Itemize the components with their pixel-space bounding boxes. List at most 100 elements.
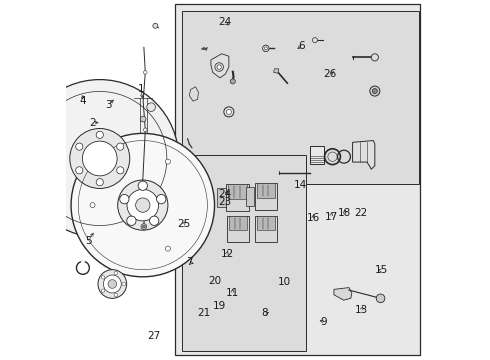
- Text: 15: 15: [375, 265, 388, 275]
- Circle shape: [263, 45, 269, 51]
- Circle shape: [117, 143, 124, 150]
- Text: 25: 25: [177, 219, 191, 229]
- Circle shape: [75, 167, 83, 174]
- Text: 27: 27: [147, 331, 160, 341]
- Circle shape: [96, 131, 103, 138]
- Circle shape: [21, 80, 179, 237]
- Polygon shape: [246, 187, 254, 206]
- Circle shape: [120, 194, 129, 204]
- Circle shape: [230, 79, 235, 84]
- Polygon shape: [218, 188, 225, 207]
- Circle shape: [114, 271, 118, 275]
- Polygon shape: [201, 47, 207, 50]
- Circle shape: [117, 167, 124, 174]
- Text: 9: 9: [320, 317, 327, 327]
- Polygon shape: [255, 183, 277, 210]
- Polygon shape: [274, 69, 279, 73]
- Circle shape: [108, 280, 117, 288]
- Circle shape: [98, 270, 126, 298]
- Polygon shape: [228, 184, 247, 199]
- Text: 7: 7: [186, 257, 193, 267]
- Text: 17: 17: [324, 212, 338, 221]
- Circle shape: [90, 203, 95, 208]
- Circle shape: [136, 198, 150, 212]
- Circle shape: [156, 194, 166, 204]
- Polygon shape: [257, 183, 275, 198]
- Bar: [310, 146, 324, 164]
- Text: 24: 24: [219, 17, 232, 27]
- Circle shape: [144, 128, 147, 132]
- Circle shape: [147, 103, 155, 112]
- Circle shape: [217, 65, 221, 69]
- Circle shape: [376, 294, 385, 303]
- Text: 24: 24: [219, 189, 232, 199]
- Circle shape: [166, 159, 171, 164]
- Circle shape: [101, 289, 105, 293]
- Polygon shape: [353, 140, 375, 169]
- Circle shape: [143, 225, 146, 228]
- Circle shape: [144, 71, 147, 74]
- Circle shape: [44, 103, 53, 112]
- Wedge shape: [82, 261, 84, 268]
- Bar: [182, 155, 306, 351]
- Circle shape: [70, 129, 130, 189]
- Polygon shape: [211, 54, 229, 78]
- Polygon shape: [255, 216, 276, 242]
- Text: 26: 26: [324, 69, 337, 79]
- Text: 6: 6: [298, 41, 305, 50]
- Circle shape: [141, 185, 144, 189]
- Text: 5: 5: [85, 236, 92, 246]
- Circle shape: [372, 89, 377, 94]
- Polygon shape: [226, 184, 248, 211]
- Circle shape: [265, 47, 267, 50]
- Text: 4: 4: [79, 96, 86, 106]
- Circle shape: [71, 134, 215, 277]
- Text: 10: 10: [278, 277, 291, 287]
- Circle shape: [140, 116, 146, 122]
- Circle shape: [153, 23, 158, 28]
- Text: 18: 18: [338, 208, 351, 218]
- Text: 12: 12: [220, 248, 234, 258]
- Bar: [182, 11, 419, 184]
- Circle shape: [371, 54, 378, 61]
- Circle shape: [141, 224, 147, 229]
- Circle shape: [75, 143, 83, 150]
- Circle shape: [215, 63, 223, 71]
- Polygon shape: [229, 216, 247, 230]
- Circle shape: [103, 275, 122, 293]
- Circle shape: [226, 109, 231, 114]
- Circle shape: [101, 275, 105, 279]
- Text: 1: 1: [138, 84, 145, 94]
- Circle shape: [149, 216, 159, 225]
- Circle shape: [138, 181, 147, 190]
- Circle shape: [166, 246, 171, 251]
- Text: 3: 3: [105, 100, 112, 110]
- Circle shape: [370, 86, 380, 96]
- Polygon shape: [257, 216, 275, 230]
- Circle shape: [122, 282, 125, 286]
- Polygon shape: [334, 288, 352, 300]
- Circle shape: [147, 206, 155, 214]
- Text: 13: 13: [355, 305, 368, 315]
- Circle shape: [96, 179, 103, 186]
- Circle shape: [313, 38, 318, 42]
- Text: 8: 8: [261, 309, 268, 318]
- Text: 20: 20: [209, 276, 222, 286]
- Circle shape: [127, 189, 159, 221]
- Circle shape: [118, 180, 168, 230]
- Text: 2: 2: [89, 118, 96, 128]
- Circle shape: [44, 206, 53, 214]
- Bar: [175, 4, 420, 355]
- Text: 21: 21: [197, 309, 210, 318]
- Text: 11: 11: [226, 288, 239, 298]
- Circle shape: [224, 107, 234, 117]
- Text: 19: 19: [213, 301, 226, 311]
- Polygon shape: [190, 87, 198, 101]
- Circle shape: [127, 216, 136, 225]
- Polygon shape: [227, 216, 248, 242]
- Text: 14: 14: [294, 180, 307, 190]
- Text: 16: 16: [307, 213, 320, 222]
- Text: 23: 23: [219, 197, 232, 207]
- Text: 22: 22: [355, 208, 368, 218]
- Circle shape: [82, 141, 117, 176]
